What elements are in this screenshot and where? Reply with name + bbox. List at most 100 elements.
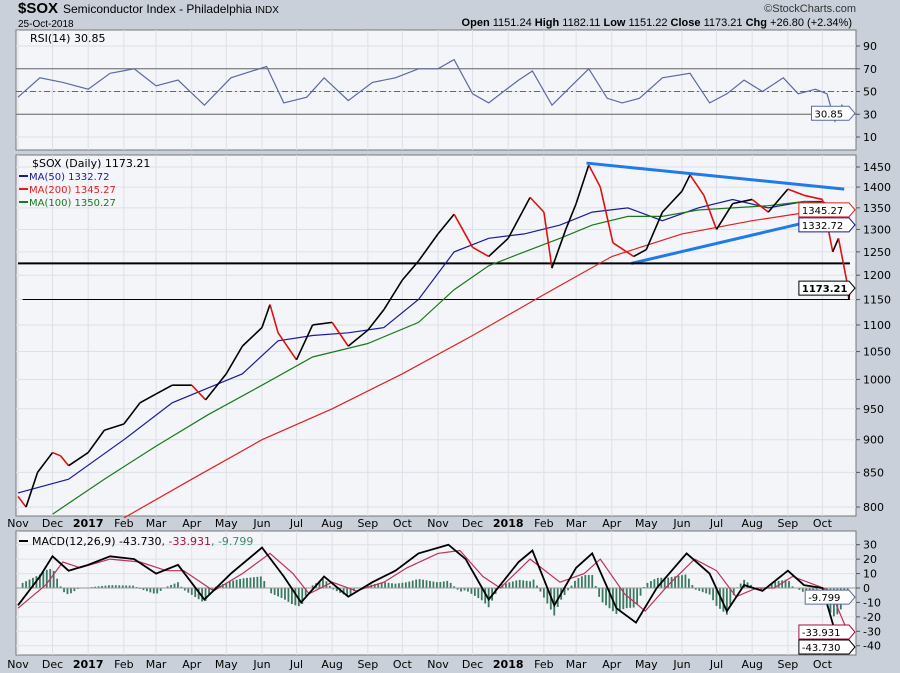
macd-histogram-bar xyxy=(208,588,210,596)
macd-histogram-bar xyxy=(511,581,514,588)
x-tick-label: Mar xyxy=(566,658,587,671)
price-segment xyxy=(191,384,207,401)
x-tick-label: Nov xyxy=(7,658,29,671)
macd-histogram-bar xyxy=(249,577,252,588)
macd-histogram-bar xyxy=(59,586,62,588)
macd-histogram-bar xyxy=(632,588,635,608)
price-segment xyxy=(204,373,227,401)
macd-histogram-bar xyxy=(480,588,483,601)
macd-histogram-bar xyxy=(246,577,248,588)
high-label: High xyxy=(535,17,560,29)
macd-histogram-bar xyxy=(601,588,604,603)
price-segment xyxy=(661,190,683,213)
macd-histogram-bar xyxy=(656,577,659,588)
macd-histogram-bar xyxy=(418,579,421,588)
macd-legend-hist: , -9.799 xyxy=(211,535,253,548)
x-tick-label: Jun xyxy=(252,517,270,530)
macd-histogram-bar xyxy=(190,588,193,595)
macd-histogram-bar xyxy=(598,588,601,597)
price-segment xyxy=(529,196,545,213)
macd-histogram-bar xyxy=(515,580,518,588)
macd-histogram-bar xyxy=(463,588,466,591)
price-y-tick-label: 1150 xyxy=(863,294,891,307)
x-tick-label: Jul xyxy=(289,517,303,530)
rsi-legend: RSI(14) 30.85 xyxy=(30,32,105,45)
price-segment xyxy=(87,429,105,454)
price-segment xyxy=(17,495,27,508)
x-tick-label: Sep xyxy=(777,517,798,530)
x-tick-label: 2017 xyxy=(73,658,104,671)
ma200-swatch xyxy=(19,188,28,190)
price-segment xyxy=(472,246,490,258)
macd-legend: MACD(12,26,9) -43.730, -33.931, -9.799 xyxy=(32,535,253,548)
price-segment xyxy=(52,451,61,457)
macd-histogram-bar xyxy=(574,580,576,588)
macd-histogram-bar xyxy=(622,588,625,610)
rsi-value-tag-text: 30.85 xyxy=(815,109,844,120)
x-tick-label: Apr xyxy=(602,517,622,530)
macd-histogram-bar xyxy=(180,586,183,588)
x-tick-label: Nov xyxy=(427,658,449,671)
macd-histogram-bar xyxy=(422,579,424,588)
macd-histogram-bar xyxy=(435,582,438,588)
macd-histogram-bar xyxy=(45,569,48,588)
macd-histogram-bar xyxy=(567,588,569,591)
price-segment xyxy=(837,238,848,281)
macd-histogram-bar xyxy=(401,582,404,588)
price-segment xyxy=(295,324,314,361)
macd-histogram-bar xyxy=(97,586,100,588)
macd-y-tick-label: -30 xyxy=(863,625,881,638)
macd-histogram-bar xyxy=(473,588,476,596)
low-value: 1151.22 xyxy=(629,17,668,29)
macd-histogram-bar xyxy=(743,579,746,588)
price-segment xyxy=(832,237,840,253)
macd-y-tick-label: 0 xyxy=(863,582,870,595)
price-y-tick-label: 950 xyxy=(863,403,884,416)
macd-histogram-bar xyxy=(518,579,521,588)
macd-histogram-bar xyxy=(770,583,773,588)
price-segment xyxy=(787,188,805,197)
macd-histogram-bar xyxy=(235,579,238,588)
price-segment xyxy=(68,451,89,467)
x-tick-label: Apr xyxy=(602,658,622,671)
ma50-swatch xyxy=(19,175,28,177)
x-tick-label: 2018 xyxy=(493,517,524,530)
exchange: INDX xyxy=(255,5,279,16)
price-segment xyxy=(36,452,54,473)
macd-histogram-bar xyxy=(653,579,656,588)
macd-histogram-bar xyxy=(608,588,611,609)
macd-histogram-bar xyxy=(118,585,121,588)
macd-histogram-bar xyxy=(204,588,207,601)
hist-value-tag-text: -9.799 xyxy=(808,593,840,604)
macd-histogram-bar xyxy=(591,575,594,588)
price-segment xyxy=(401,260,420,281)
macd-histogram-bar xyxy=(746,582,749,588)
macd-histogram-bar xyxy=(429,580,431,588)
price-segment xyxy=(803,194,823,201)
macd-histogram-bar xyxy=(722,588,725,612)
macd-histogram-bar xyxy=(304,588,307,596)
price-segment xyxy=(155,384,173,395)
macd-histogram-bar xyxy=(380,582,383,588)
x-tick-label: Mar xyxy=(146,517,167,530)
x-tick-label: Feb xyxy=(114,517,133,530)
macd-histogram-bar xyxy=(287,588,290,602)
price-segment xyxy=(139,393,157,404)
macd-histogram-bar xyxy=(691,585,694,588)
macd-histogram-bar xyxy=(394,583,397,588)
macd-histogram-bar xyxy=(173,583,176,588)
macd-histogram-bar xyxy=(225,582,228,588)
macd-histogram-bar xyxy=(259,576,262,588)
macd-histogram-bar xyxy=(211,588,214,590)
macd-y-tick-label: -20 xyxy=(863,611,881,624)
price-segment xyxy=(123,402,141,425)
macd-histogram-bar xyxy=(712,588,714,601)
x-tick-label: Apr xyxy=(182,517,202,530)
macd-histogram-bar xyxy=(159,588,162,591)
price-segment xyxy=(703,195,718,230)
macd-histogram-bar xyxy=(114,585,117,588)
x-tick-label: Feb xyxy=(534,658,553,671)
macd-histogram-bar xyxy=(456,588,459,590)
macd-histogram-bar xyxy=(556,588,559,607)
macd-histogram-bar xyxy=(781,580,784,588)
